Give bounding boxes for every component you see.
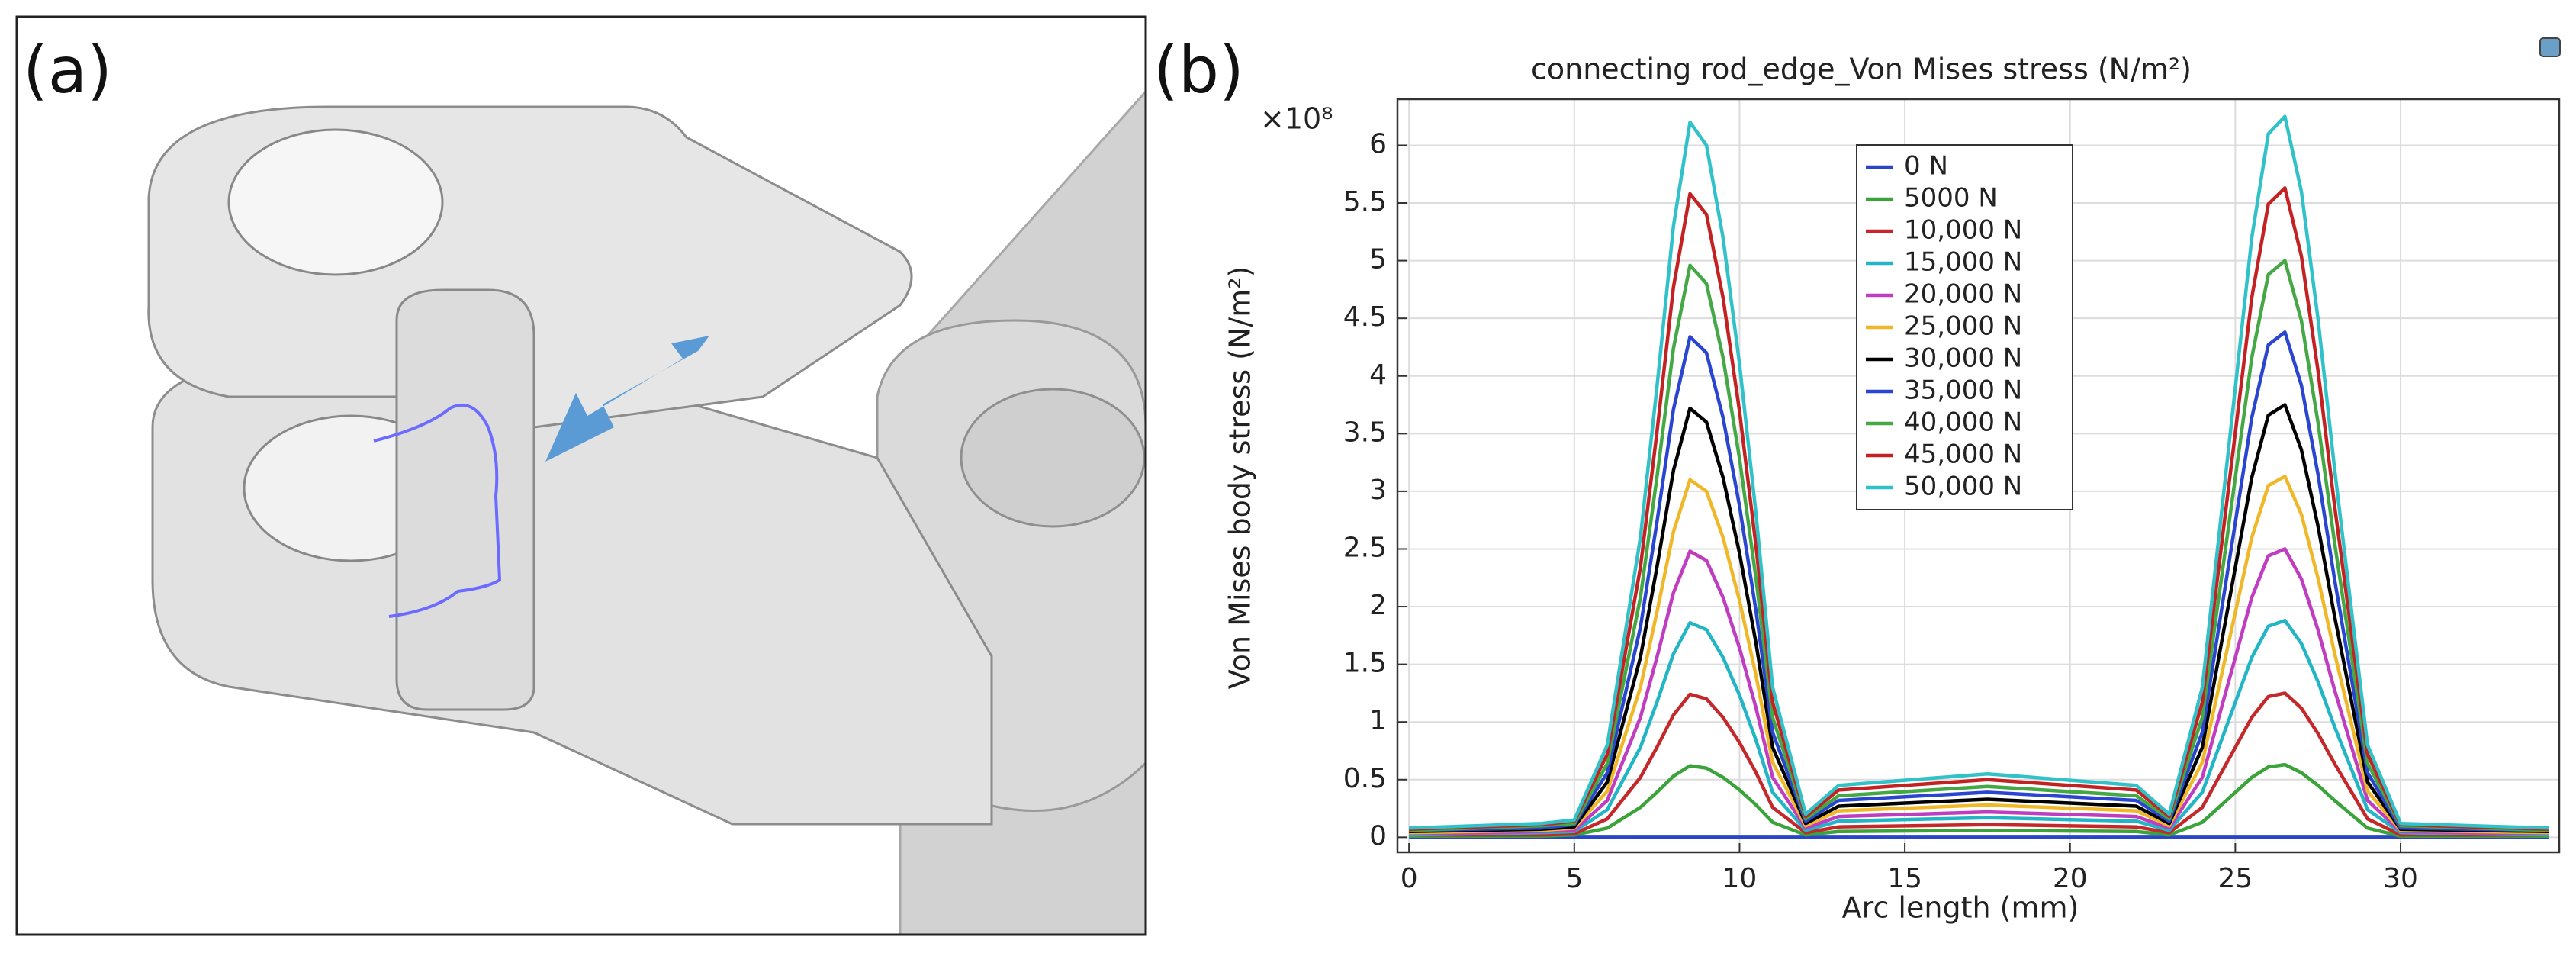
lines: [1409, 114, 2550, 839]
series-line: [1409, 762, 2549, 839]
y-multiplier: ×10⁸: [1260, 102, 1333, 136]
y-tick-label: 5.5: [1343, 186, 1387, 217]
slot: [395, 288, 535, 711]
legend-label: 15,000 N: [1904, 247, 2022, 278]
y-tick-label: 0.5: [1343, 763, 1387, 794]
y-tick-label: 6: [1369, 128, 1387, 159]
y-axis-label: Von Mises body stress (N/m²): [1224, 266, 1257, 690]
legend-label: 30,000 N: [1904, 343, 2022, 374]
x-tick-label: 20: [2053, 863, 2088, 894]
boss-hole: [960, 388, 1146, 528]
y-tick-label: 2: [1369, 590, 1387, 621]
y-tick-label: 5: [1369, 244, 1387, 275]
y-tick-label: 4: [1369, 359, 1387, 391]
legend-label: 20,000 N: [1904, 279, 2022, 310]
selected-edge: [373, 404, 502, 618]
series-line: [1409, 475, 2550, 835]
series-line: [1409, 114, 2550, 830]
panel-frame: [15, 15, 1147, 936]
y-tick-label: 3: [1369, 475, 1387, 506]
toolbar-icon: [2539, 37, 2561, 57]
legend-label: 10,000 N: [1904, 215, 2022, 246]
legend-label: 45,000 N: [1904, 439, 2022, 470]
x-tick-label: 15: [1887, 863, 1922, 894]
panel-label: (a): [23, 33, 112, 108]
series-line: [1409, 330, 2550, 832]
legend-label: 35,000 N: [1904, 375, 2022, 406]
y-tick-label: 4.5: [1343, 301, 1387, 333]
y-tick-label: 0: [1369, 820, 1387, 852]
series-line: [1409, 403, 2550, 834]
panel-label: (b): [1153, 33, 1244, 108]
plot-frame: [1396, 98, 2561, 854]
y-tick-label: 2.5: [1343, 532, 1387, 563]
x-tick-label: 10: [1722, 863, 1758, 894]
y-tick-label: 3.5: [1343, 417, 1387, 448]
legend-label: 50,000 N: [1904, 472, 2022, 502]
y-tick-label: 1.5: [1343, 648, 1387, 679]
x-tick-label: 25: [2217, 863, 2253, 894]
x-axis-label: Arc length (mm): [1842, 891, 2079, 925]
legend-label: 0 N: [1904, 151, 1948, 182]
series-line: [1409, 259, 2550, 832]
series-line: [1409, 547, 2550, 836]
arrow: [545, 336, 709, 462]
series-line: [1409, 186, 2550, 832]
legend-label: 25,000 N: [1904, 311, 2022, 342]
cad-render: [17, 17, 1146, 935]
series-line: [1409, 618, 2550, 837]
x-tick-label: 5: [1565, 863, 1583, 894]
series-line: [1409, 691, 2549, 837]
legend-label: 40,000 N: [1904, 407, 2022, 438]
upper-hole: [227, 128, 444, 276]
y-tick-label: 1: [1369, 705, 1387, 736]
x-tick-label: 0: [1401, 863, 1418, 894]
x-tick-label: 30: [2383, 863, 2418, 894]
legend-label: 5000 N: [1904, 183, 1998, 214]
chart-title: connecting rod_edge_Von Mises stress (N/…: [1531, 53, 2192, 86]
